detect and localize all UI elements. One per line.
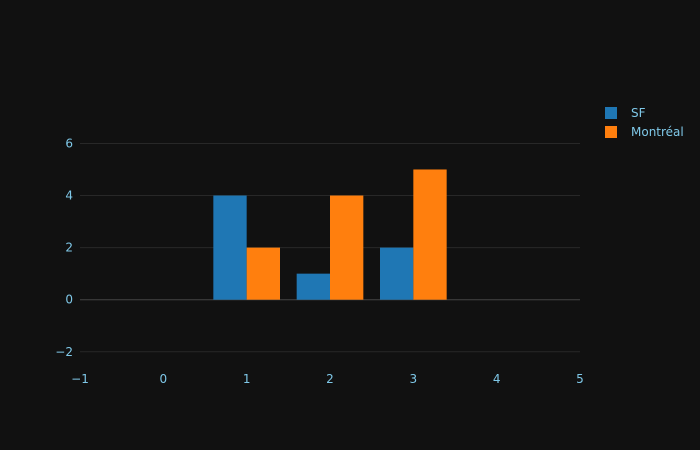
x-tick-label: 3 [410,372,418,386]
bar-montreal[interactable] [330,196,363,300]
legend-swatch[interactable] [605,107,617,119]
x-axis: −1 0 1 2 3 4 5 [71,372,584,386]
x-tick-label: 4 [493,372,501,386]
legend-label[interactable]: Montréal [631,125,684,139]
bars-layer [213,169,446,299]
y-axis: −2 0 2 4 6 [55,136,73,358]
bar-montreal[interactable] [413,169,446,299]
bar-sf[interactable] [213,196,246,300]
y-tick-label: 2 [65,241,73,255]
legend: SF Montréal [605,106,684,139]
bar-sf[interactable] [380,248,413,300]
bar-montreal[interactable] [247,248,280,300]
x-tick-label: 0 [160,372,168,386]
y-tick-label: 6 [65,136,73,150]
x-tick-label: 5 [576,372,584,386]
y-tick-label: 4 [65,189,73,203]
bar-sf[interactable] [297,274,330,300]
legend-label[interactable]: SF [631,106,646,120]
y-tick-label: 0 [65,293,73,307]
x-tick-label: 2 [326,372,334,386]
x-tick-label: 1 [243,372,251,386]
x-tick-label: −1 [71,372,89,386]
legend-swatch[interactable] [605,126,617,138]
y-tick-label: −2 [55,345,73,359]
